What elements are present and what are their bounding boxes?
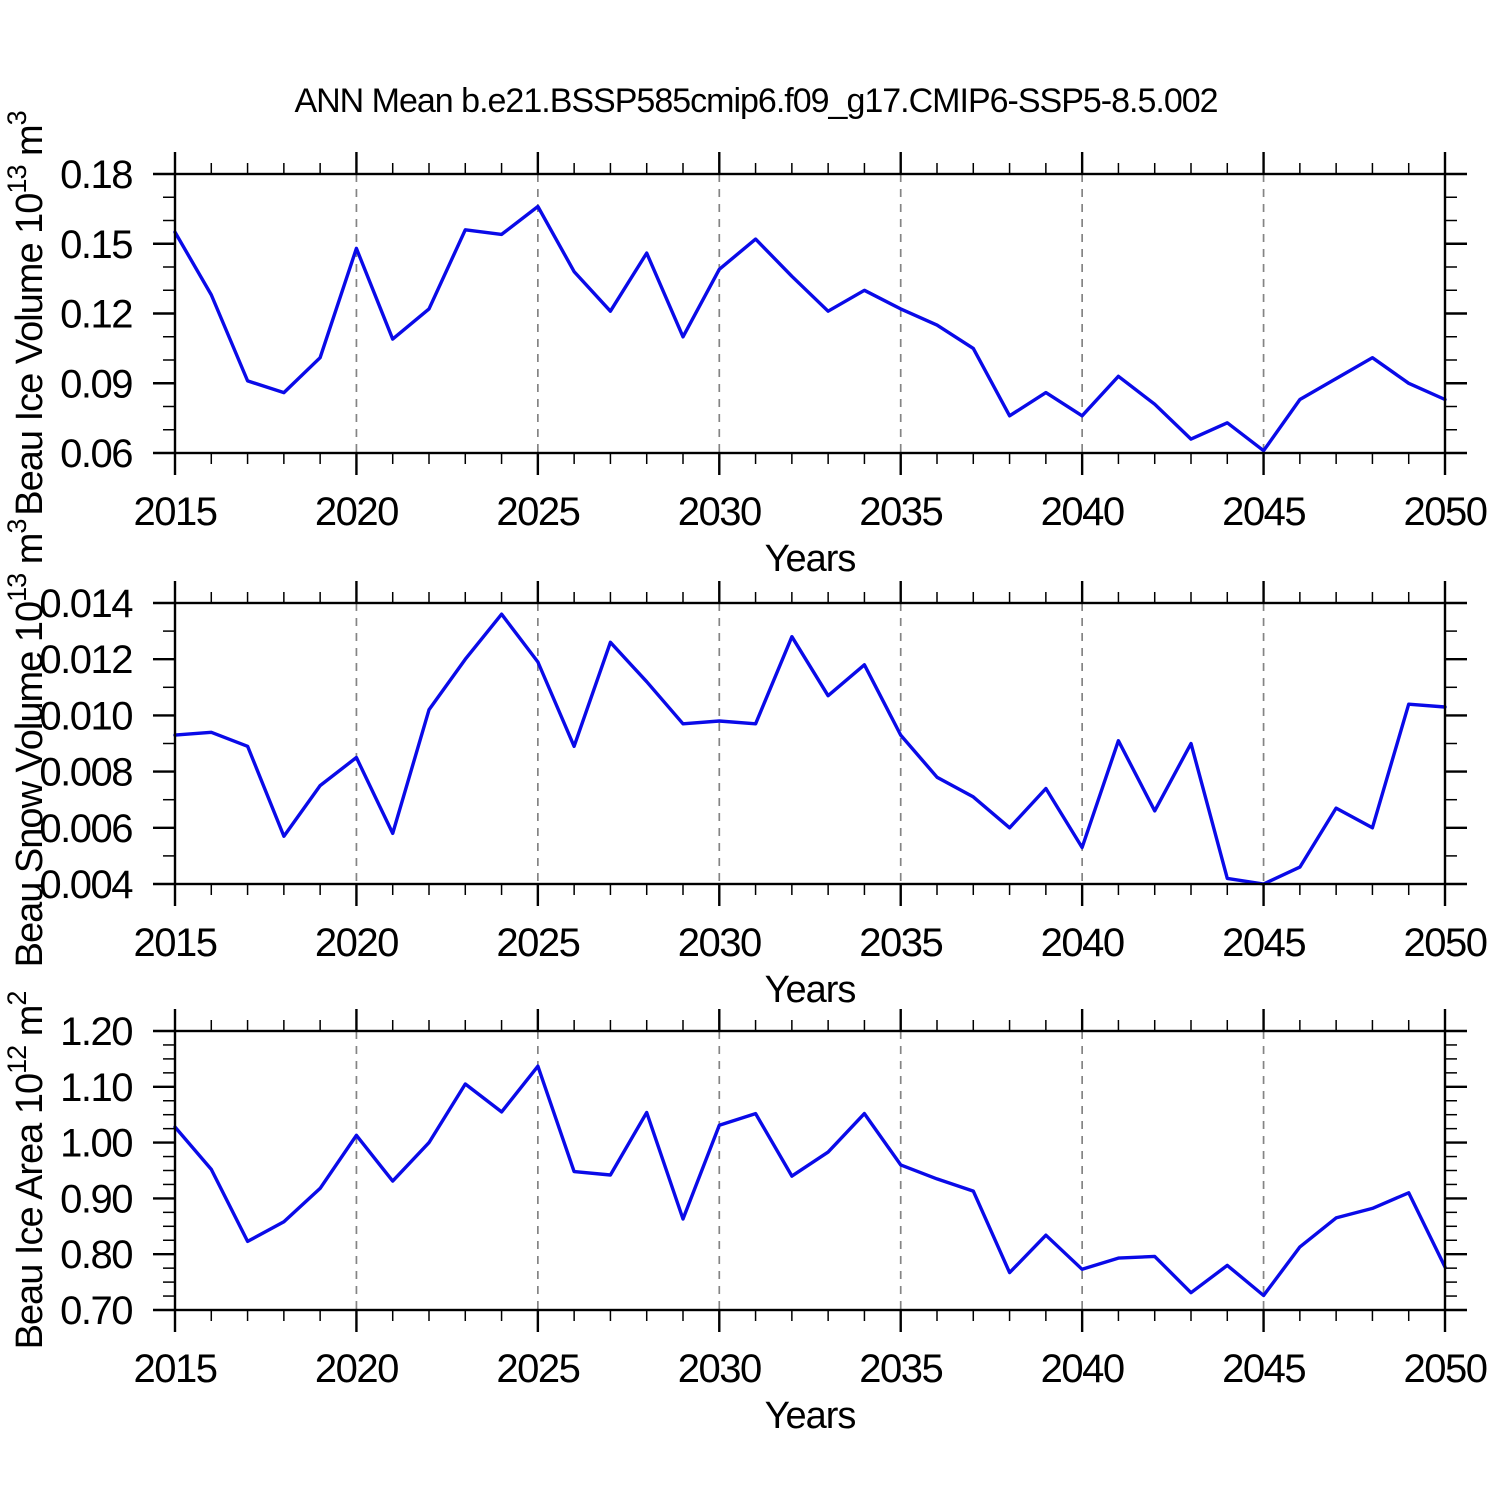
x-tick-label: 2040 (1041, 1347, 1124, 1391)
superscript: 2 (2, 992, 32, 1006)
x-tick-label: 2030 (678, 1347, 761, 1391)
snow-volume-data-line (173, 612, 1447, 886)
ice-area-plot-frame (173, 1029, 1447, 1312)
x-tick-label: 2035 (859, 921, 942, 965)
x-tick-label: 2030 (678, 490, 761, 534)
x-tick-label: 2015 (134, 921, 217, 965)
x-tick-label: 2035 (859, 1347, 942, 1391)
superscript: 13 (2, 166, 32, 194)
x-tick-label: 2025 (496, 1347, 579, 1391)
ice-volume-x-axis-title: Years (765, 538, 856, 580)
ice-volume-data-line (173, 204, 1447, 453)
y-tick-label: 0.006 (39, 807, 132, 851)
y-tick-label: 0.90 (60, 1177, 132, 1221)
x-tick-label: 2025 (496, 490, 579, 534)
x-tick-label: 2045 (1222, 490, 1305, 534)
superscript: 13 (2, 574, 32, 602)
superscript: 12 (2, 1046, 32, 1074)
y-tick-label: 1.20 (60, 1010, 132, 1054)
y-tick-label: 0.80 (60, 1233, 132, 1277)
y-tick-label: 0.010 (39, 694, 132, 738)
ice-area-x-axis-title: Years (765, 1395, 856, 1437)
superscript: 3 (2, 111, 32, 125)
chart-snow-volume: 2015 2020 2025 2030 2035 2040 2045 2050 0.004 0.0… (2, 520, 1488, 1011)
x-tick-label: 2040 (1041, 490, 1124, 534)
ice-area-data-line (173, 1064, 1447, 1298)
x-tick-label: 2030 (678, 921, 761, 965)
x-tick-label: 2020 (315, 490, 398, 534)
chart-ice-area: 2015 2020 2025 2030 2035 2040 2045 2050 0.70 0.80… (2, 992, 1488, 1437)
y-tick-label: 0.014 (39, 582, 133, 626)
x-tick-label: 2050 (1404, 1347, 1487, 1391)
ice-volume-plot-frame (173, 172, 1447, 455)
chart-ice-volume: 2015 2020 2025 2030 2035 2040 2045 2050 0.06 0.09… (2, 111, 1488, 580)
x-tick-label: 2040 (1041, 921, 1124, 965)
y-tick-label: 0.012 (39, 638, 132, 682)
snow-volume-x-axis-title: Years (765, 969, 856, 1011)
ice-area-y-axis-title: Beau Ice Area 1012​ m2​ (2, 992, 51, 1350)
y-tick-label: 0.06 (60, 432, 132, 476)
x-tick-label: 2045 (1222, 1347, 1305, 1391)
x-tick-label: 2020 (315, 921, 398, 965)
x-tick-label: 2050 (1404, 921, 1487, 965)
y-tick-label: 0.15 (60, 223, 132, 267)
snow-volume-plot-frame (173, 601, 1447, 886)
x-tick-label: 2020 (315, 1347, 398, 1391)
y-tick-label: 1.00 (60, 1122, 132, 1166)
x-tick-label: 2015 (134, 1347, 217, 1391)
superscript: 3 (2, 520, 32, 534)
ice-volume-y-axis-title: Beau Ice Volume 1013​ m3​ (2, 111, 51, 515)
y-tick-label: 0.09 (60, 362, 132, 406)
figure-title: ANN Mean b.e21.BSSP585cmip6.f09_g17.CMIP… (294, 82, 1217, 120)
y-tick-label: 0.18 (60, 153, 132, 197)
x-tick-label: 2045 (1222, 921, 1305, 965)
y-tick-label: 0.70 (60, 1289, 132, 1333)
y-tick-label: 0.004 (39, 863, 133, 907)
y-tick-label: 0.008 (39, 751, 132, 795)
x-tick-label: 2015 (134, 490, 217, 534)
y-tick-label: 0.12 (60, 293, 132, 337)
x-tick-label: 2050 (1404, 490, 1487, 534)
snow-volume-y-axis-title: Beau Snow Volume 1013​ m3​ (2, 520, 51, 968)
y-tick-label: 1.10 (60, 1066, 132, 1110)
charts-group: 2015 2020 2025 2030 2035 2040 2045 2050 0.06 0.09… (2, 111, 1488, 1437)
x-tick-label: 2025 (496, 921, 579, 965)
x-tick-label: 2035 (859, 490, 942, 534)
